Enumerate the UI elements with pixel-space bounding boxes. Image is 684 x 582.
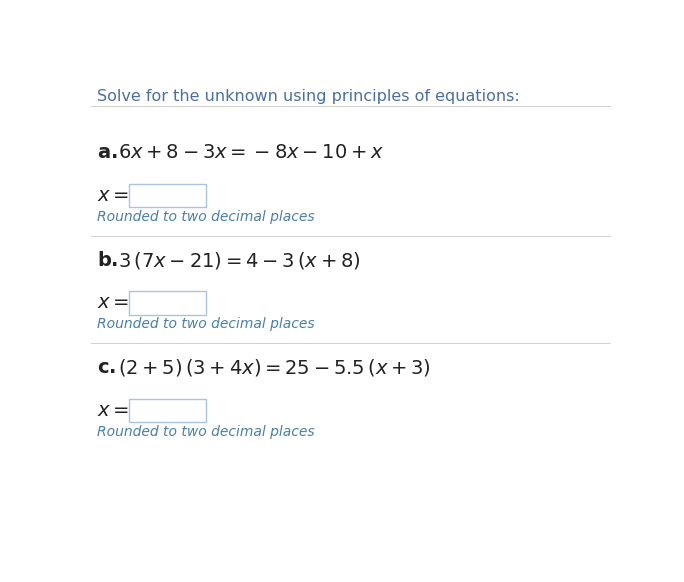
FancyBboxPatch shape (129, 399, 206, 422)
Text: $x =$: $x =$ (97, 293, 129, 313)
Text: $3\,(7x - 21) = 4 - 3\,(x + 8)$: $3\,(7x - 21) = 4 - 3\,(x + 8)$ (118, 250, 361, 271)
Text: $x =$: $x =$ (97, 186, 129, 205)
Text: $\bf{a.}$: $\bf{a.}$ (97, 143, 118, 162)
FancyBboxPatch shape (129, 291, 206, 314)
FancyBboxPatch shape (129, 184, 206, 207)
Text: Rounded to two decimal places: Rounded to two decimal places (97, 210, 315, 224)
Text: $6x + 8 - 3x = -8x - 10 + x$: $6x + 8 - 3x = -8x - 10 + x$ (118, 143, 385, 162)
Text: Rounded to two decimal places: Rounded to two decimal places (97, 317, 315, 331)
Text: $\bf{c.}$: $\bf{c.}$ (97, 359, 116, 377)
Text: Solve for the unknown using principles of equations:: Solve for the unknown using principles o… (97, 88, 520, 104)
Text: Rounded to two decimal places: Rounded to two decimal places (97, 425, 315, 439)
Text: $\bf{b.}$: $\bf{b.}$ (97, 251, 118, 270)
Text: $x =$: $x =$ (97, 401, 129, 420)
Text: $(2 + 5)\,(3 + 4x) = 25 - 5.5\,(x + 3)$: $(2 + 5)\,(3 + 4x) = 25 - 5.5\,(x + 3)$ (118, 357, 432, 378)
